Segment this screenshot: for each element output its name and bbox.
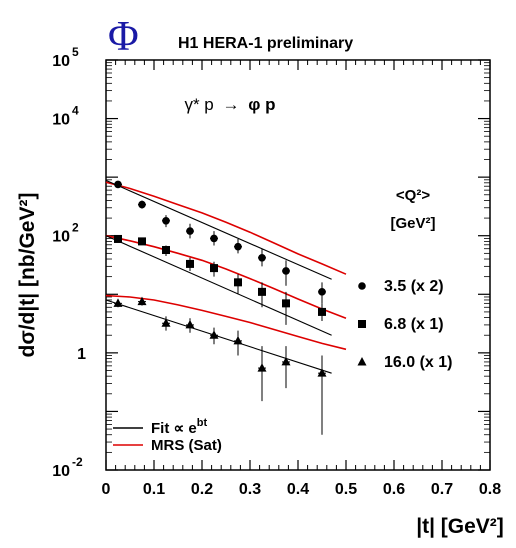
process-label: γ* p → φ p [184,95,275,114]
x-tick-label: 0.8 [479,481,501,498]
y-tick-label: 10 [52,112,70,129]
data-point-square [210,264,218,273]
data-point-square [114,234,122,243]
phi-logo: Φ [108,14,139,60]
data-point-circle [234,242,242,251]
data-point-circle [138,200,146,209]
data-point-square [186,259,194,268]
process-lhs: γ* p [184,95,213,114]
process-arrow: → [223,95,240,114]
data-point-triangle [317,368,327,377]
data-point-triangle [161,318,171,327]
data-point-triangle [137,296,147,306]
data-point-circle [282,267,290,275]
fit-line-circle [105,179,332,280]
data-point-square [258,287,266,296]
data-point-square [318,307,326,316]
data-point-circle [162,216,170,225]
x-tick-label: 0 [102,481,111,498]
legend-line-label: MRS (Sat) [151,437,222,454]
data-point-circle [210,234,218,243]
y-tick-exponent: 5 [72,45,79,59]
data-point-triangle [113,298,123,307]
legend-title-line1: <Q²> [396,187,430,204]
fit-line-square [105,235,332,336]
x-tick-label: 0.3 [239,481,261,498]
legend-marker-square [358,320,366,328]
y-tick-label: 10 [52,229,70,246]
legend-label: 16.0 (x 1) [384,354,452,371]
data-point-triangle [209,330,219,339]
x-tick-label: 0.5 [335,481,357,498]
mrs-curve-triangle [105,294,347,351]
data-point-square [234,278,242,287]
data-point-circle [318,288,326,296]
y-tick-exponent: 4 [72,104,79,118]
fit-line-triangle [105,299,332,374]
y-tick-label: 1 [77,346,86,363]
data-point-square [282,299,290,308]
data-point-circle [258,253,266,262]
legend-line-label: Fit ∝ ebt [151,417,207,437]
legend-title-line2: [GeV²] [391,215,436,232]
legend-marker-circle [358,282,366,290]
data-point-triangle [185,319,195,329]
mrs-curve-square [105,234,347,319]
legend: 3.5 (x 2) 6.8 (x 1) 16.0 (x 1) [357,278,452,371]
x-axis-label: |t| [GeV²] [416,515,504,538]
collaboration-label: H1 HERA-1 preliminary [178,35,353,52]
y-tick-label: 10 [52,463,70,480]
legend-label: 6.8 (x 1) [384,316,444,333]
data-point-square [162,246,170,255]
data-point-triangle [257,363,267,372]
legend-marker-triangle [357,357,367,366]
legend-label: 3.5 (x 2) [384,278,444,295]
data-point-circle [186,227,194,235]
y-tick-label: 10 [52,53,70,70]
y-axis-label: dσ/d|t| [nb/GeV²] [16,193,39,358]
x-tick-label: 0.6 [383,481,405,498]
y-tick-exponent: -2 [72,455,83,469]
x-tick-label: 0.2 [191,481,213,498]
x-tick-label: 0.4 [287,481,309,498]
x-tick-label: 0.1 [143,481,165,498]
legend-line-superscript: bt [197,417,208,429]
y-tick-exponent: 2 [72,221,79,235]
data-point-square [138,237,146,246]
process-rhs: φ p [248,95,275,114]
mrs-curve-circle [105,181,347,275]
data-point-triangle [233,335,243,345]
x-tick-label: 0.7 [431,481,453,498]
data-point-triangle [281,356,291,366]
data-point-circle [114,180,122,189]
